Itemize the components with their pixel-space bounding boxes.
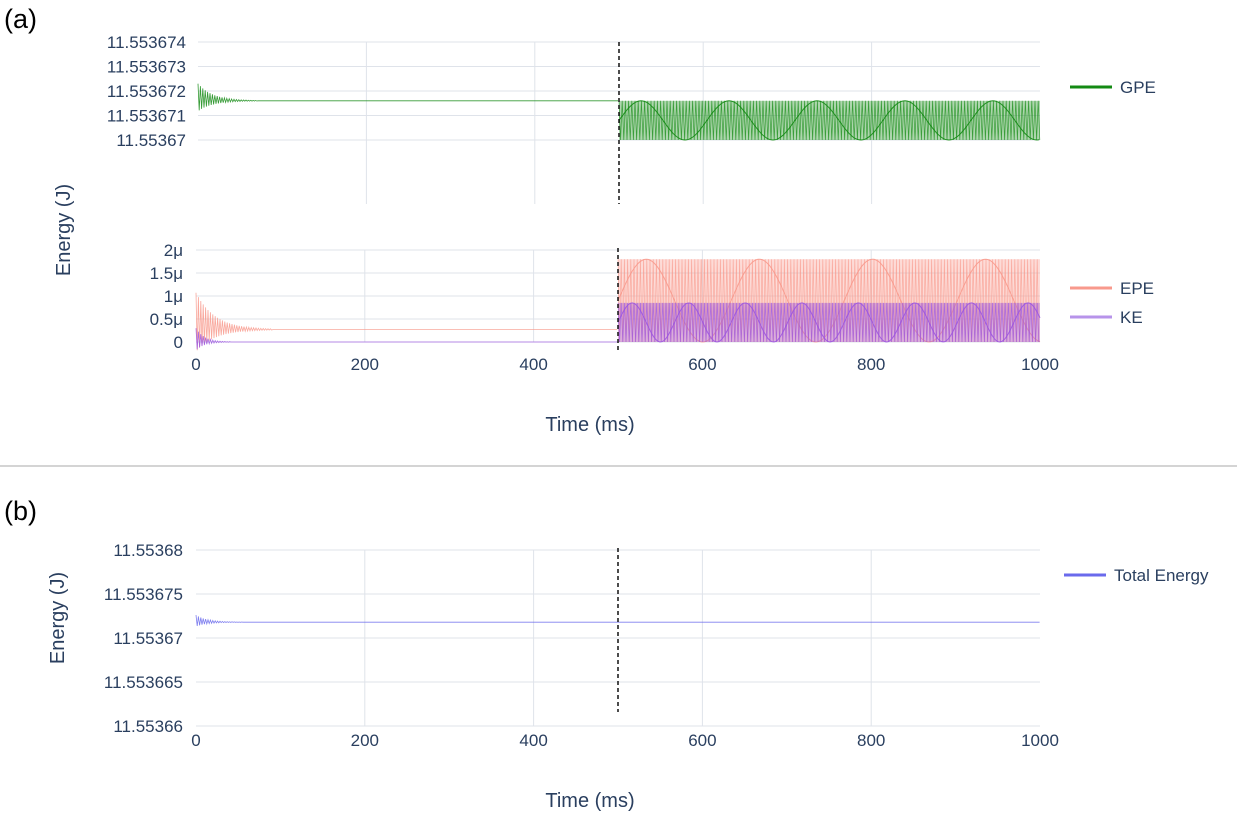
plots-layer: 11.55367 11.553671 11.553672 11.553673 11.55… <box>47 33 1209 812</box>
b-ylabel: Energy (J) <box>47 572 69 664</box>
a-top-ytick-label: 11.55367 <box>116 131 186 150</box>
a-bottom-xtick-label: 1000 <box>1021 355 1059 374</box>
b-xtick-label: 1000 <box>1021 731 1059 750</box>
a-top-phase2-line <box>618 100 1041 141</box>
a-bottom-xlabel: Time (ms) <box>545 414 634 436</box>
a-top-ytick-label: 11.553673 <box>107 58 186 77</box>
a-bottom-phase2-envelope <box>617 302 1041 343</box>
a-bottom-xtick-label: 800 <box>857 355 885 374</box>
a-top-phase1-line <box>197 83 618 111</box>
a-bottom-xtick-label: 0 <box>191 355 200 374</box>
a-top-ytick-label: 11.553672 <box>107 82 186 101</box>
a-bottom-ytick-label: 0 <box>174 333 183 352</box>
b-xtick-label: 400 <box>519 731 547 750</box>
a-top-legend-label: GPE <box>1120 78 1156 97</box>
b-ytick-label: 11.553665 <box>104 673 183 692</box>
a-bottom-phase2-envelope <box>617 258 1041 343</box>
b-phase1-line <box>195 615 1040 627</box>
a-bottom-xtick-label: 600 <box>688 355 716 374</box>
a-bottom-phase1-line <box>195 328 618 350</box>
b-xtick-label: 200 <box>351 731 379 750</box>
a-bottom-phase1-line <box>195 292 618 351</box>
b-xtick-label: 800 <box>857 731 885 750</box>
a-bottom-ytick-label: 1μ <box>164 287 183 306</box>
a-bottom-phase2-line <box>617 302 1040 343</box>
a-bottom-legend-label: EPE <box>1120 279 1154 298</box>
a-bottom-ytick-label: 1.5μ <box>150 264 183 283</box>
b-ytick-label: 11.553675 <box>104 585 183 604</box>
a-bottom-xtick-label: 200 <box>351 355 379 374</box>
a-bottom-series-ke <box>195 302 1041 350</box>
b-ytick-label: 11.55368 <box>113 541 183 560</box>
a-ylabel: Energy (J) <box>53 184 75 276</box>
panel-label-a: (a) <box>4 4 37 34</box>
a-bottom-series-epe <box>195 258 1041 351</box>
a-bottom-xtick-label: 400 <box>519 355 547 374</box>
b-ytick-label: 11.55367 <box>113 629 183 648</box>
a-top-series-gpe <box>197 83 1041 141</box>
a-top-ytick-label: 11.553674 <box>107 33 186 52</box>
a-bottom-legend-label: KE <box>1120 308 1143 327</box>
panel-label-b: (b) <box>4 496 37 526</box>
a-top-phase2-envelope <box>618 100 1040 141</box>
a-bottom-ytick-label: 0.5μ <box>150 310 183 329</box>
b-xtick-label: 0 <box>191 731 200 750</box>
a-bottom-ytick-label: 2μ <box>164 241 183 260</box>
a-top-ytick-label: 11.553671 <box>107 107 186 126</box>
b-legend-label: Total Energy <box>1114 566 1209 585</box>
b-xtick-label: 600 <box>688 731 716 750</box>
b-series-total-energy <box>195 615 1040 627</box>
b-ytick-label: 11.55366 <box>113 717 183 736</box>
b-xlabel: Time (ms) <box>545 790 634 812</box>
